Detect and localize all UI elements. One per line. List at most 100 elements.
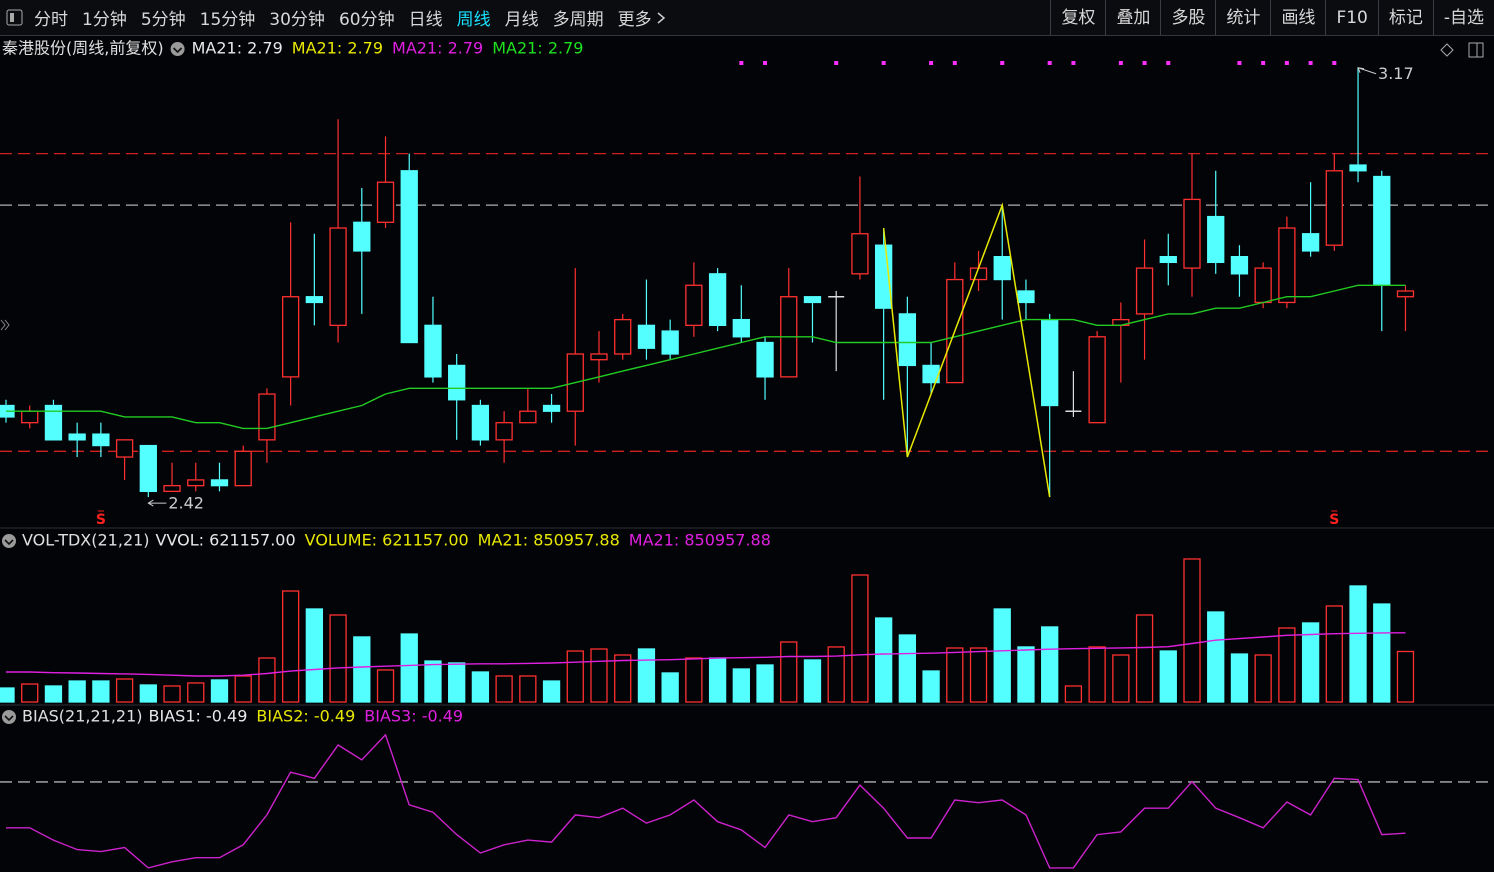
candle-body	[708, 273, 727, 327]
tool-button[interactable]: 画线	[1270, 0, 1325, 35]
volume-bar	[448, 662, 466, 703]
candle-body	[1017, 290, 1035, 304]
volume-bar	[637, 648, 656, 703]
low-arrow	[147, 499, 167, 507]
signal-dot	[881, 61, 886, 65]
diamond-icon[interactable]	[1440, 43, 1454, 57]
volume-bar	[708, 657, 727, 703]
candle-body	[756, 341, 774, 378]
volume-bar	[851, 574, 869, 703]
volume-bar	[44, 685, 63, 703]
ma-line	[6, 284, 1406, 430]
bias-line	[6, 733, 1406, 869]
volume-bar	[163, 685, 181, 703]
period-tab[interactable]: 周线	[456, 10, 491, 30]
period-tab[interactable]: 30分钟	[269, 10, 325, 30]
volume-bar	[1278, 627, 1296, 703]
volume-bar	[115, 678, 134, 703]
volume-bar	[1254, 654, 1272, 703]
candle-body	[68, 433, 86, 441]
volume-bar	[685, 657, 703, 703]
signal-dot	[952, 61, 957, 65]
tool-button[interactable]: 叠加	[1105, 0, 1160, 35]
candle-body	[1041, 318, 1059, 407]
collapse-icon	[2, 710, 16, 724]
candle-body	[353, 221, 371, 252]
legend-entry: MA21: 850957.88	[478, 531, 620, 550]
signal-dot	[1000, 61, 1005, 65]
volume-bar	[1135, 614, 1154, 703]
signal-dot	[1261, 61, 1266, 65]
candle-body	[1396, 290, 1415, 298]
panel-title: BIAS(21,21,21)	[22, 707, 143, 726]
candle-body	[1278, 227, 1296, 304]
signal-dot	[1308, 61, 1313, 65]
candle-body	[732, 318, 750, 338]
period-tabs: 分时 1分钟 5分钟 15分钟 30分钟 60分钟 日线 周线 月线 多周期 更多	[34, 5, 667, 30]
candle-body	[1325, 170, 1343, 246]
legend-entry: VVOL: 621157.00	[156, 531, 296, 550]
tool-button[interactable]: -自选	[1432, 0, 1494, 35]
candle-body	[1230, 255, 1249, 275]
high-label: 3.17	[1378, 64, 1414, 83]
volume-bar	[21, 683, 39, 703]
signal-dot	[739, 61, 744, 65]
volume-bar	[376, 669, 395, 703]
panel-icon[interactable]	[1468, 42, 1484, 58]
period-tab[interactable]: 多周期	[552, 10, 604, 30]
volume-bar	[424, 660, 442, 703]
candle-body	[614, 318, 632, 355]
candle-body	[163, 484, 181, 493]
candle-body	[803, 296, 822, 304]
signal-dot	[834, 61, 839, 65]
period-tab[interactable]: 日线	[408, 10, 443, 30]
chart-layer: 秦港股份(周线,前复权) MA21: 2.79 MA21: 2.79 MA21: 2.…	[0, 39, 1494, 869]
menu-icon[interactable]	[5, 8, 25, 28]
period-tab[interactable]: 60分钟	[338, 10, 395, 30]
signal-dot	[1047, 61, 1052, 65]
volume-bar	[1112, 654, 1130, 703]
candle-body	[139, 444, 157, 493]
volume-bar	[1207, 611, 1225, 703]
collapse-chevron	[4, 539, 14, 546]
tool-button[interactable]: 多股	[1160, 0, 1215, 35]
candle-body	[637, 324, 656, 349]
candle-body	[519, 410, 537, 424]
candle-body	[210, 479, 229, 487]
candle-body	[1349, 164, 1367, 172]
period-tab[interactable]: 月线	[504, 10, 539, 30]
legend-entry: BIAS3: -0.49	[364, 707, 463, 726]
candle-body	[1159, 255, 1177, 264]
period-tab[interactable]: 5分钟	[140, 10, 186, 30]
period-tab[interactable]: 1分钟	[82, 10, 127, 30]
panel-title: VOL-TDX(21,21)	[22, 531, 150, 550]
sell-mark: S	[96, 512, 106, 528]
candle-body	[1373, 175, 1391, 286]
period-tab[interactable]: 15分钟	[199, 10, 256, 30]
volume-bar	[1017, 646, 1035, 703]
volume-bar	[922, 670, 940, 703]
volume-bar	[590, 648, 608, 703]
legend-entry: MA21: 2.79	[292, 39, 383, 58]
collapse-icon	[170, 42, 185, 56]
volume-bar	[1088, 646, 1106, 703]
legend-entry: VOLUME: 621157.00	[305, 531, 469, 550]
candle-body	[898, 313, 917, 367]
volume-bar	[874, 617, 893, 703]
expand-icon[interactable]	[0, 319, 10, 331]
tool-button[interactable]: 复权	[1050, 0, 1105, 35]
candle-body	[1135, 267, 1154, 315]
tool-button[interactable]: 标记	[1377, 0, 1433, 35]
volume-bar	[969, 647, 988, 703]
tool-button[interactable]: F10	[1325, 0, 1377, 35]
signal-dot	[1237, 61, 1242, 65]
candle-body	[542, 404, 561, 412]
tool-button[interactable]: 统计	[1215, 0, 1270, 35]
candle-body	[1207, 215, 1225, 264]
period-tab[interactable]: 分时	[34, 10, 68, 30]
collapse-chevron	[4, 715, 14, 722]
period-tab[interactable]: 更多	[618, 5, 667, 30]
legend-entry: MA21: 850957.88	[629, 531, 771, 550]
